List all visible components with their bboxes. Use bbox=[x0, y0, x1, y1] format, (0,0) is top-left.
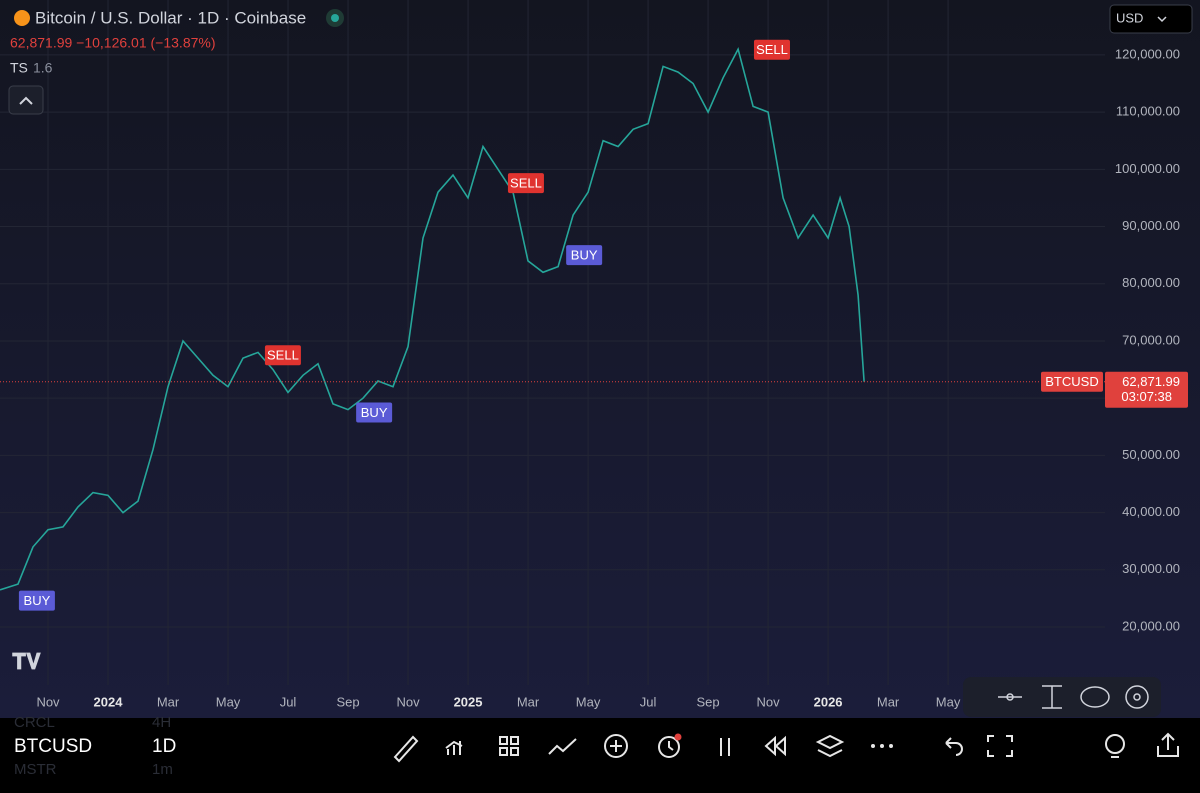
x-tick-label: 2024 bbox=[94, 694, 124, 709]
title: Bitcoin / U.S. Dollar · 1D · Coinbase bbox=[35, 8, 306, 27]
signal-label: BUY bbox=[571, 248, 598, 263]
signal-label: SELL bbox=[267, 348, 299, 363]
toolbar-icons[interactable] bbox=[393, 732, 1179, 763]
bottom-bar bbox=[0, 718, 1200, 793]
x-tick-label: 2026 bbox=[814, 694, 843, 709]
y-tick-label: 80,000.00 bbox=[1122, 275, 1180, 290]
symbol[interactable]: BTCUSD bbox=[14, 736, 92, 757]
x-tick-label: Sep bbox=[336, 694, 359, 709]
x-tick-label: May bbox=[216, 694, 241, 709]
indicator: TS bbox=[10, 60, 28, 76]
status-dot bbox=[331, 14, 339, 22]
drawing-icons bbox=[998, 685, 1149, 709]
signal-badge bbox=[507, 173, 544, 194]
x-tick-label: Jul bbox=[280, 694, 297, 709]
x-tick-label: Mar bbox=[157, 694, 180, 709]
ghost: CRCL bbox=[14, 714, 55, 731]
x-tick-label: May bbox=[576, 694, 601, 709]
btc-icon bbox=[14, 10, 30, 26]
ghost: 1m bbox=[152, 761, 173, 778]
ghost: 4H bbox=[152, 714, 171, 731]
y-tick-label: 100,000.00 bbox=[1115, 161, 1180, 176]
drawing-toolbar bbox=[963, 677, 1161, 717]
more[interactable] bbox=[871, 744, 893, 748]
x-tick-label: 2025 bbox=[454, 694, 483, 709]
x-tick-label: Sep bbox=[696, 694, 719, 709]
chevron bbox=[1157, 16, 1167, 23]
ghost: MSTR bbox=[14, 761, 57, 778]
currency-select[interactable] bbox=[1109, 4, 1193, 34]
y-tick-label: 30,000.00 bbox=[1122, 561, 1180, 576]
y-tick-label: 120,000.00 bbox=[1115, 46, 1180, 61]
y-tick-label: 110,000.00 bbox=[1116, 104, 1180, 119]
x-tick-label: Mar bbox=[877, 694, 900, 709]
y-tick-label: 90,000.00 bbox=[1122, 218, 1180, 233]
x-tick-label: Nov bbox=[36, 694, 60, 709]
tv-logo: 𝐓𝐕 bbox=[12, 649, 41, 674]
signal-badge bbox=[753, 39, 790, 60]
interval[interactable]: 1D bbox=[152, 736, 176, 757]
x-tick-label: Jul bbox=[640, 694, 657, 709]
quote: 62,871.99 −10,126.01 (−13.87%) bbox=[10, 35, 216, 51]
x-tick-label: Nov bbox=[396, 694, 420, 709]
countdown: 03:07:38 bbox=[1121, 389, 1172, 404]
signal-label: BUY bbox=[361, 405, 388, 420]
signal-label: SELL bbox=[756, 42, 788, 57]
y-tick-label: 40,000.00 bbox=[1122, 504, 1180, 519]
collapse[interactable] bbox=[8, 85, 44, 115]
price-line bbox=[0, 47, 865, 591]
signal-badge bbox=[356, 402, 393, 423]
x-tick-label: Mar bbox=[517, 694, 540, 709]
indicator-value: 1.6 bbox=[33, 60, 53, 76]
signal-badge bbox=[566, 245, 603, 266]
price-tag-label: 62,871.99 bbox=[1122, 374, 1180, 389]
y-tick-label: 70,000.00 bbox=[1122, 332, 1180, 347]
y-tick-label: 50,000.00 bbox=[1122, 447, 1180, 462]
chevron bbox=[19, 96, 33, 105]
symbol-tag-label: BTCUSD bbox=[1045, 374, 1098, 389]
price-tag bbox=[1105, 371, 1188, 408]
x-tick-label: May bbox=[936, 694, 961, 709]
signal-badge bbox=[18, 590, 55, 611]
signal-label: SELL bbox=[510, 176, 542, 191]
symbol-tag bbox=[1041, 371, 1103, 392]
y-tick-label: 20,000.00 bbox=[1122, 618, 1180, 633]
signal-badge bbox=[264, 345, 301, 366]
alert-dot bbox=[674, 733, 682, 741]
currency: USD bbox=[1116, 10, 1143, 25]
x-tick-label: Nov bbox=[757, 694, 781, 709]
signal-label: BUY bbox=[24, 593, 51, 608]
